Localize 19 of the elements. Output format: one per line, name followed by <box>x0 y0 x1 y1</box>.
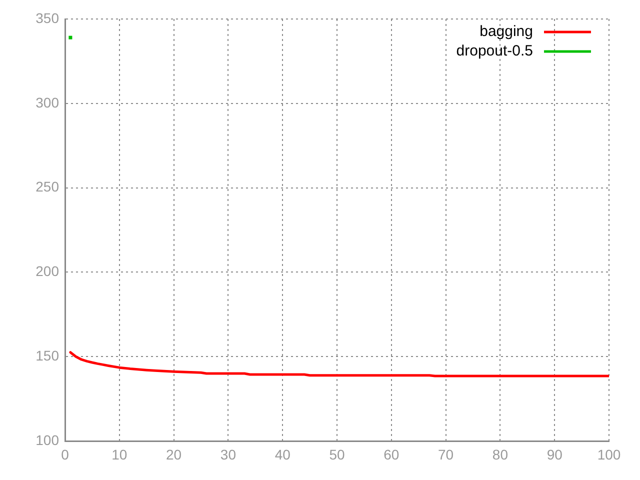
x-tick-label: 40 <box>274 446 291 462</box>
x-tick-label: 30 <box>220 446 236 462</box>
x-tick-label: 60 <box>384 446 400 462</box>
x-tick-label: 90 <box>546 446 563 462</box>
x-tick-label: 10 <box>112 446 128 462</box>
y-tick-label: 100 <box>36 432 60 448</box>
y-tick-label: 350 <box>36 10 60 26</box>
y-tick-label: 150 <box>36 347 60 364</box>
y-tick-label: 200 <box>36 263 60 280</box>
x-tick-label: 80 <box>492 446 508 462</box>
x-tick-label: 100 <box>597 446 621 462</box>
legend-label: bagging <box>480 23 533 40</box>
x-tick-label: 20 <box>166 446 182 462</box>
y-tick-label: 250 <box>36 178 60 195</box>
x-tick-label: 0 <box>61 446 70 462</box>
x-tick-label: 50 <box>329 446 345 462</box>
y-tick-label: 300 <box>36 94 60 110</box>
x-tick-label: 70 <box>438 446 454 462</box>
legend-label: dropout-0.5 <box>456 42 533 60</box>
